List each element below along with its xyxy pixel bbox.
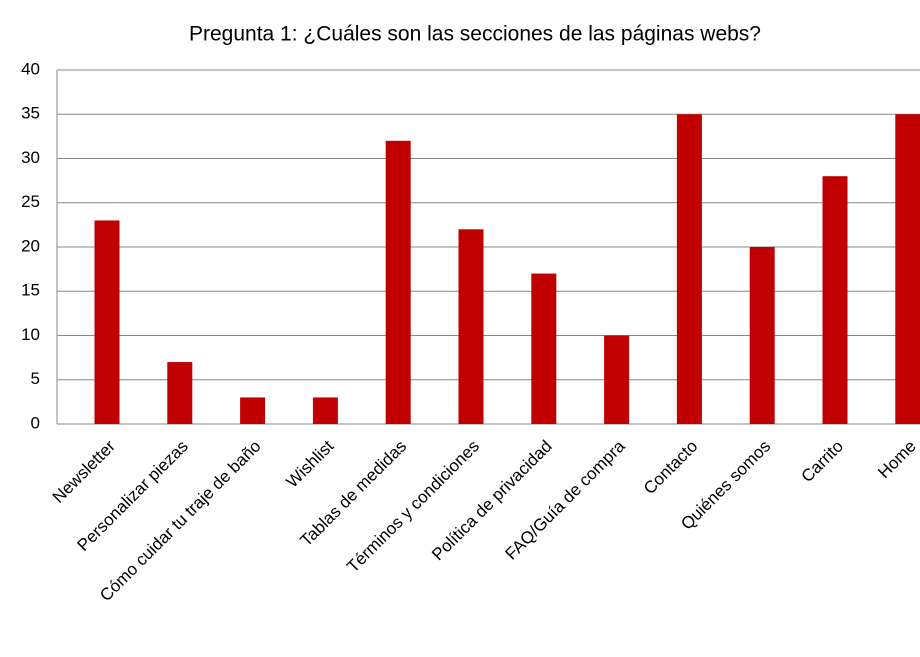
y-tick-label: 20 bbox=[21, 236, 40, 255]
x-tick-label: Contacto bbox=[640, 437, 702, 499]
y-tick-label: 10 bbox=[21, 325, 40, 344]
bar bbox=[167, 362, 193, 424]
bar bbox=[385, 140, 411, 425]
y-tick-label: 25 bbox=[21, 192, 40, 211]
bar bbox=[531, 273, 557, 424]
y-tick-label: 0 bbox=[31, 413, 40, 432]
x-tick-label: Cómo cuidar tu traje de baño bbox=[96, 437, 264, 605]
y-tick-label: 35 bbox=[21, 104, 40, 123]
y-tick-label: 30 bbox=[21, 148, 40, 167]
bar bbox=[94, 220, 120, 424]
bar bbox=[676, 114, 702, 424]
y-tick-label: 5 bbox=[31, 369, 40, 388]
y-tick-label: 40 bbox=[21, 59, 40, 78]
x-tick-label: Wishlist bbox=[283, 436, 338, 491]
bar bbox=[458, 229, 484, 424]
bar bbox=[312, 397, 338, 424]
x-tick-label: Newsletter bbox=[49, 436, 119, 506]
bar bbox=[822, 176, 848, 424]
bar bbox=[895, 114, 920, 424]
x-tick-label: FAQ/Guía de compra bbox=[502, 436, 629, 563]
bar bbox=[604, 335, 630, 424]
x-tick-label: Términos y condiciones bbox=[343, 437, 483, 577]
bar bbox=[749, 247, 775, 424]
x-tick-label: Política de privacidad bbox=[428, 437, 556, 565]
chart-title: Pregunta 1: ¿Cuáles son las secciones de… bbox=[189, 23, 761, 46]
y-tick-label: 15 bbox=[21, 281, 40, 300]
x-tick-label: Carrito bbox=[797, 437, 847, 487]
bar bbox=[240, 397, 266, 424]
x-tick-label: Home bbox=[874, 437, 920, 483]
